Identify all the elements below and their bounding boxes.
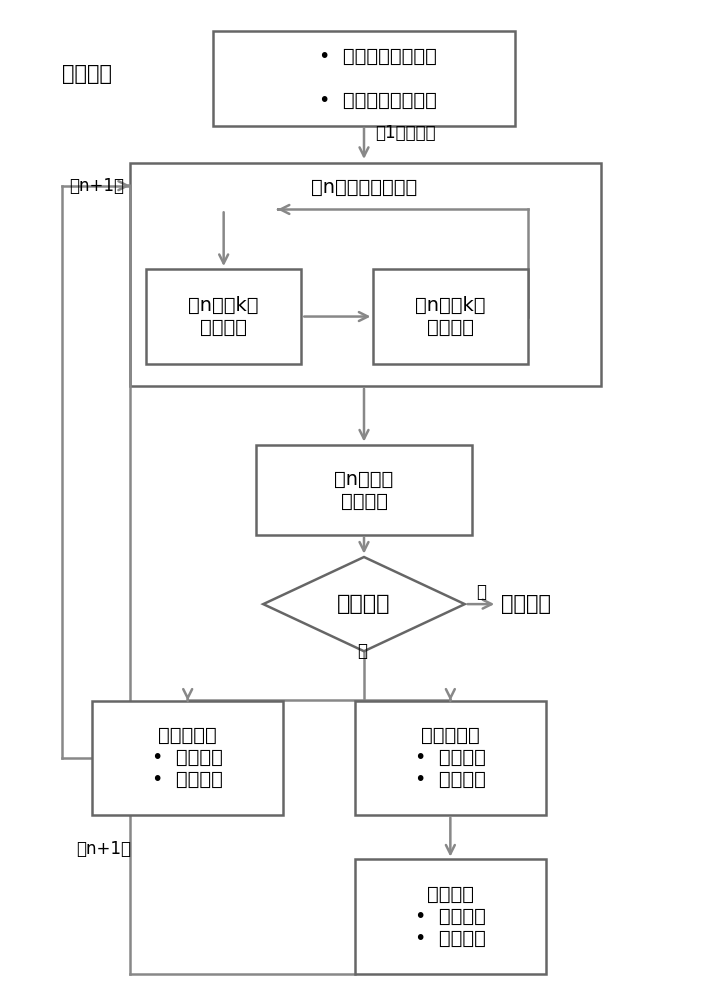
Text: 输入数据: 输入数据 bbox=[62, 64, 111, 84]
Text: 第n代第k轮
贴装数据: 第n代第k轮 贴装数据 bbox=[189, 296, 259, 337]
Text: 是: 是 bbox=[476, 583, 486, 601]
FancyBboxPatch shape bbox=[213, 31, 515, 126]
FancyBboxPatch shape bbox=[146, 269, 301, 364]
FancyBboxPatch shape bbox=[130, 163, 601, 386]
Text: 第1代初始化: 第1代初始化 bbox=[375, 124, 435, 142]
Text: 有害因子集
•  贴装轮组
•  贴装顺序: 有害因子集 • 贴装轮组 • 贴装顺序 bbox=[415, 726, 486, 789]
Text: 第n+1代: 第n+1代 bbox=[76, 840, 131, 858]
Text: 第n代综合
贴装时间: 第n代综合 贴装时间 bbox=[334, 470, 394, 511]
Polygon shape bbox=[264, 557, 464, 651]
Text: 输出结果: 输出结果 bbox=[501, 594, 551, 614]
Text: 调整后的
•  贴装轮组
•  贴装顺序: 调整后的 • 贴装轮组 • 贴装顺序 bbox=[415, 885, 486, 948]
Text: 第n代贴装数据列表: 第n代贴装数据列表 bbox=[311, 178, 417, 197]
Text: 第n代第k轮
取料数据: 第n代第k轮 取料数据 bbox=[415, 296, 486, 337]
FancyBboxPatch shape bbox=[355, 701, 546, 815]
Text: 优化因子集
•  贴装轮组
•  贴装顺序: 优化因子集 • 贴装轮组 • 贴装顺序 bbox=[152, 726, 223, 789]
Text: 第n+1代: 第n+1代 bbox=[69, 177, 124, 195]
Text: •  元件贴装坐标列表: • 元件贴装坐标列表 bbox=[320, 47, 438, 66]
FancyBboxPatch shape bbox=[92, 701, 283, 815]
FancyBboxPatch shape bbox=[256, 445, 472, 535]
Text: •  吸嘴飞达安排列表: • 吸嘴飞达安排列表 bbox=[320, 91, 438, 110]
Text: 否: 否 bbox=[357, 642, 367, 660]
FancyBboxPatch shape bbox=[355, 859, 546, 974]
FancyBboxPatch shape bbox=[373, 269, 528, 364]
Text: 是否收敛: 是否收敛 bbox=[337, 594, 391, 614]
